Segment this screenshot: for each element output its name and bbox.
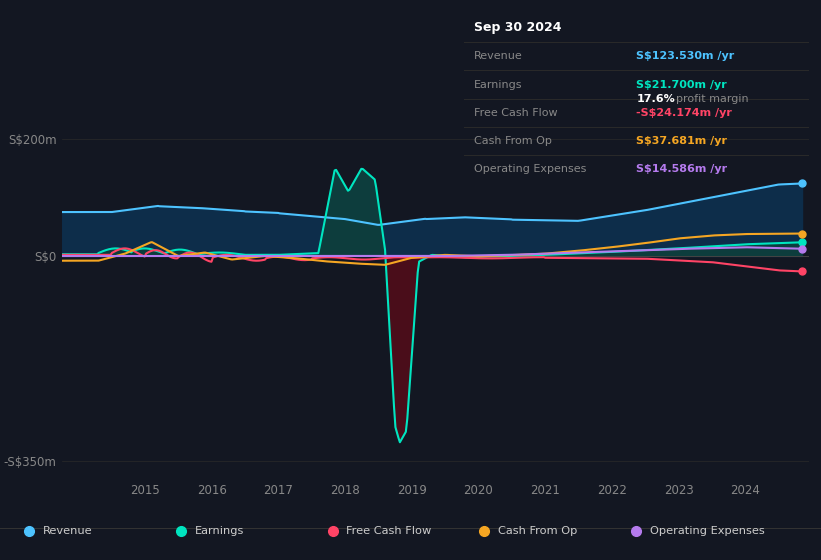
Text: 17.6%: 17.6%: [636, 94, 675, 104]
Text: S$37.681m /yr: S$37.681m /yr: [636, 136, 727, 146]
Text: profit margin: profit margin: [676, 94, 749, 104]
Text: Revenue: Revenue: [43, 526, 92, 536]
Text: Cash From Op: Cash From Op: [498, 526, 578, 536]
Text: Revenue: Revenue: [475, 52, 523, 62]
Text: Free Cash Flow: Free Cash Flow: [346, 526, 432, 536]
Text: Operating Expenses: Operating Expenses: [475, 164, 586, 174]
Text: Operating Expenses: Operating Expenses: [650, 526, 765, 536]
Text: Earnings: Earnings: [195, 526, 244, 536]
Text: Sep 30 2024: Sep 30 2024: [475, 21, 562, 34]
Text: S$14.586m /yr: S$14.586m /yr: [636, 164, 727, 174]
Text: Free Cash Flow: Free Cash Flow: [475, 108, 557, 118]
Text: S$123.530m /yr: S$123.530m /yr: [636, 52, 735, 62]
Text: Cash From Op: Cash From Op: [475, 136, 552, 146]
Text: Earnings: Earnings: [475, 80, 523, 90]
Text: S$21.700m /yr: S$21.700m /yr: [636, 80, 727, 90]
Text: -S$24.174m /yr: -S$24.174m /yr: [636, 108, 732, 118]
